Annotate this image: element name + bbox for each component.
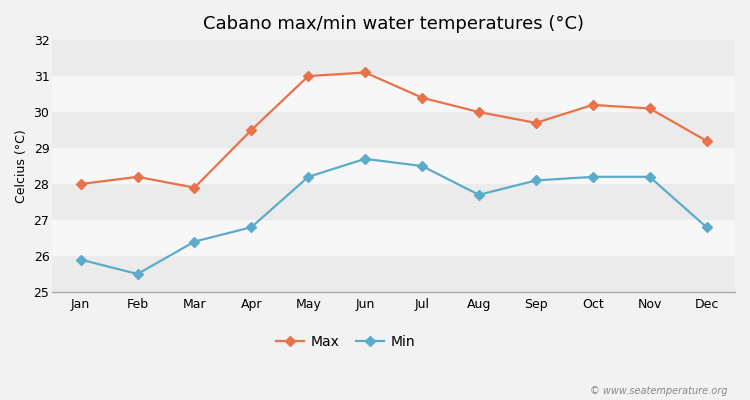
Min	[645, 174, 654, 179]
Min	[304, 174, 313, 179]
Y-axis label: Celcius (°C): Celcius (°C)	[15, 129, 28, 203]
Min	[133, 272, 142, 276]
Bar	[53, 148, 735, 184]
Min	[418, 164, 427, 168]
Bar	[53, 256, 735, 292]
Min	[475, 192, 484, 197]
Bar	[53, 112, 735, 148]
Min	[247, 225, 256, 230]
Bar	[53, 40, 735, 76]
Max	[645, 106, 654, 111]
Max	[418, 95, 427, 100]
Bar	[53, 184, 735, 220]
Max	[361, 70, 370, 75]
Legend: Max, Min: Max, Min	[271, 329, 422, 354]
Min	[531, 178, 540, 183]
Max	[247, 128, 256, 132]
Max	[304, 74, 313, 78]
Max	[76, 182, 86, 186]
Min	[76, 257, 86, 262]
Max	[588, 102, 597, 107]
Min	[702, 225, 711, 230]
Max	[531, 120, 540, 125]
Text: © www.seatemperature.org: © www.seatemperature.org	[590, 386, 728, 396]
Line: Max: Max	[77, 69, 710, 191]
Max	[475, 110, 484, 114]
Max	[702, 138, 711, 143]
Bar	[53, 76, 735, 112]
Title: Cabano max/min water temperatures (°C): Cabano max/min water temperatures (°C)	[203, 15, 584, 33]
Min	[361, 156, 370, 161]
Line: Min: Min	[77, 155, 710, 278]
Max	[190, 185, 199, 190]
Max	[133, 174, 142, 179]
Min	[190, 239, 199, 244]
Min	[588, 174, 597, 179]
Bar	[53, 220, 735, 256]
